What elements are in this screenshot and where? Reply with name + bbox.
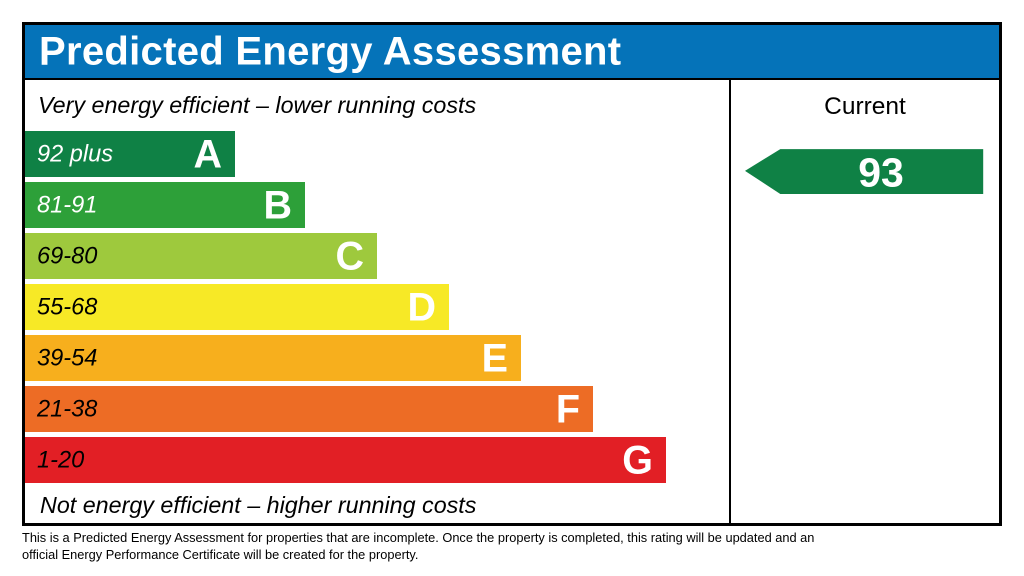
- svg-text:93: 93: [858, 150, 904, 196]
